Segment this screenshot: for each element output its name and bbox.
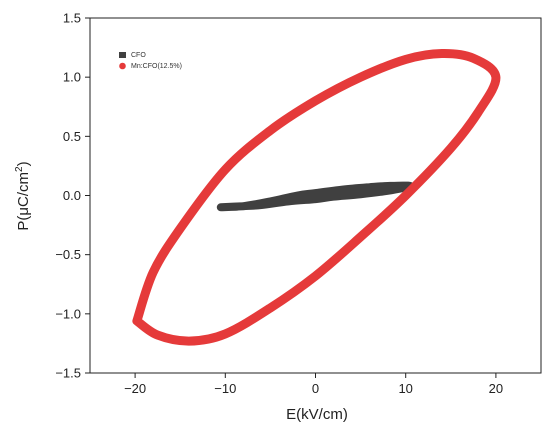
legend-label-mncfo: Mn:CFO(12.5%) (131, 63, 182, 70)
y-tick-label: −1.0 (55, 306, 81, 321)
x-axis-title: E(kV/cm) (286, 406, 348, 423)
y-tick-label: 0.5 (63, 129, 81, 144)
y-axis-title-main: P(μC/cm (15, 172, 32, 231)
y-tick-label: −1.5 (55, 366, 81, 381)
y-tick-label: 0.0 (63, 188, 81, 203)
series-line-1 (132, 48, 501, 346)
x-tick-label: −20 (124, 381, 146, 396)
legend: CFO Mn:CFO(12.5%) (119, 52, 182, 70)
legend-marker-mncfo (119, 62, 126, 70)
x-tick-label: −10 (214, 381, 236, 396)
x-tick-label: 0 (312, 381, 319, 396)
x-tick-label: 20 (489, 381, 503, 396)
legend-label-cfo: CFO (131, 52, 146, 59)
ticks-layer: −20 −10 0 10 20 1.5 1.0 0.5 0.0 −0.5 −1.0 −1.5 (55, 11, 503, 397)
y-axis-title-tail: ) (15, 161, 32, 166)
legend-marker-cfo (119, 52, 126, 58)
series-layer (132, 48, 501, 346)
y-tick-label: 1.5 (63, 11, 81, 26)
x-tick-label: 10 (398, 381, 412, 396)
y-axis-title-sup: 2 (14, 166, 25, 172)
y-axis-title: P(μC/cm2) (14, 161, 32, 230)
y-tick-label: −0.5 (55, 247, 81, 262)
y-tick-label: 1.0 (63, 70, 81, 85)
